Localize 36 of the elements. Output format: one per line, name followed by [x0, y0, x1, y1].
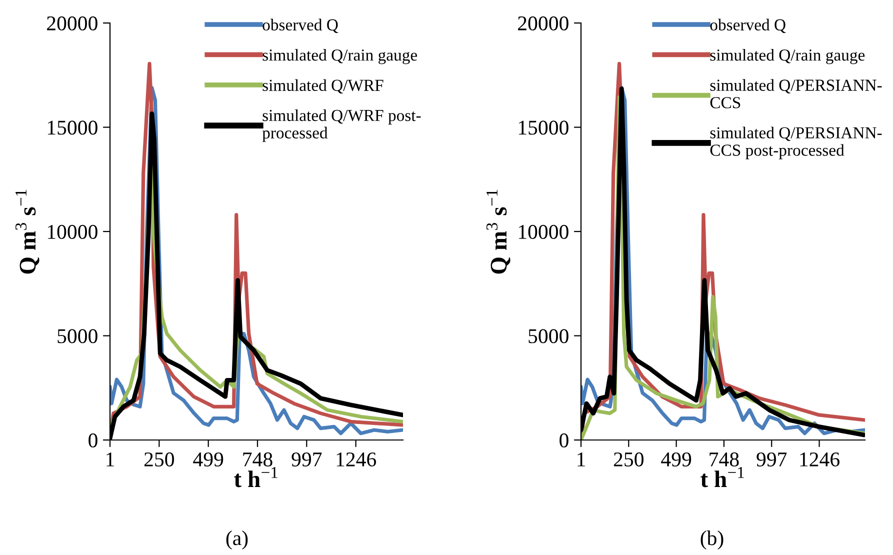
legend-label: simulated Q/WRF post- processed	[262, 109, 421, 142]
y-tick-label: 20000	[518, 16, 568, 30]
x-tick-label: 499	[661, 452, 692, 466]
x-tick-label: 1246	[800, 452, 840, 466]
text: (a)	[226, 530, 248, 550]
x-tick-label: 250	[144, 452, 174, 466]
y-axis-title: Q m$^{3}$ s$^{−1}$	[15, 190, 40, 274]
y-tick-label: 5000	[58, 329, 98, 344]
x-tick-label: 997	[292, 452, 322, 466]
y-tick-label: 10000	[48, 224, 98, 239]
legend-label: simulated Q/rain gauge	[710, 48, 865, 64]
legend-label: simulated Q/WRF	[262, 79, 384, 94]
legend-label: observed Q	[710, 18, 786, 34]
x-tick-label: 997	[756, 452, 787, 466]
legend-label: simulated Q/PERSIANN- CCS	[710, 79, 882, 108]
y-tick-label: 15000	[48, 120, 98, 135]
y-axis-title: Q m$^{3}$ s$^{−1}$	[486, 190, 510, 274]
text: (b)	[700, 530, 724, 550]
legend-label: simulated Q/PERSIANN- CCS post-processed	[710, 126, 882, 160]
x-tick-label: 1	[578, 452, 585, 466]
x-tick-label: 250	[614, 452, 644, 466]
x-axis-title: t h$^{−1}$	[234, 467, 278, 488]
y-tick-label: 20000	[47, 16, 98, 30]
y-tick-label: 10000	[518, 224, 568, 239]
x-axis-title: t h$^{−1}$	[700, 467, 744, 488]
x-tick-label: 748	[243, 452, 272, 466]
y-tick-label: 0	[88, 433, 98, 448]
x-tick-label: 1246	[336, 452, 376, 466]
y-tick-label: 15000	[518, 120, 568, 135]
y-tick-label: 5000	[528, 329, 568, 344]
y-tick-label: 0	[560, 433, 568, 448]
legend-label: simulated Q/rain gauge	[262, 48, 418, 64]
x-tick-label: 499	[193, 452, 224, 466]
legend-label: observed Q	[262, 18, 338, 34]
x-tick-label: 748	[710, 452, 739, 466]
x-tick-label: 1	[106, 452, 114, 466]
